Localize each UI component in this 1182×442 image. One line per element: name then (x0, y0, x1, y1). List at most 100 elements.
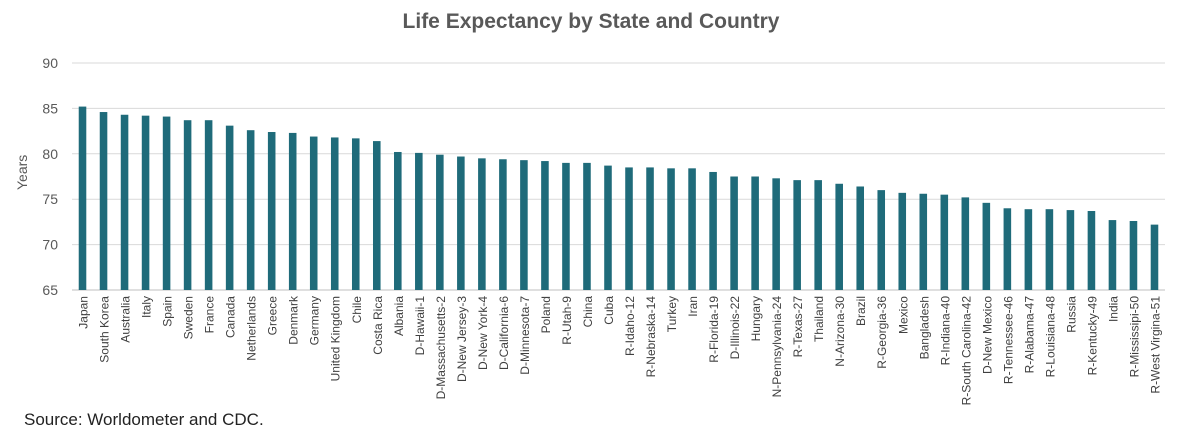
bar (394, 151, 402, 290)
x-tick-label: D-New Mexico (980, 296, 994, 374)
x-tick-label: N-Arizona-30 (833, 296, 847, 367)
x-tick-label: United Kingdom (329, 296, 343, 381)
bar (204, 120, 213, 290)
x-tick-label: Thailand (812, 296, 826, 342)
bar (604, 165, 612, 290)
bar (835, 183, 843, 290)
bar (78, 106, 87, 290)
x-tick-label: D-California-6 (497, 296, 511, 370)
x-tick-label: Germany (308, 296, 322, 345)
bar (772, 178, 780, 290)
bar (162, 116, 171, 291)
bar (898, 192, 907, 290)
x-tick-label: D-Hawaii-1 (413, 296, 427, 356)
bar (1150, 224, 1159, 290)
bar (961, 197, 970, 290)
x-tick-label: France (203, 296, 217, 334)
x-tick-label: R-Tennessee-46 (1001, 296, 1015, 384)
bar (1045, 209, 1054, 290)
x-tick-label: R-Idaho-12 (623, 296, 637, 356)
x-tick-label: Japan (77, 296, 91, 329)
bar (436, 154, 444, 290)
y-tick-label: 90 (42, 55, 58, 71)
bar (246, 130, 255, 290)
y-tick-label: 75 (42, 191, 58, 207)
x-tick-label: Turkey (665, 296, 679, 332)
x-tick-label: D-New Jersey-3 (455, 296, 469, 382)
bar (793, 180, 801, 290)
x-tick-label: R-Utah-9 (560, 296, 574, 345)
bar (1108, 220, 1117, 290)
bar (583, 162, 591, 290)
x-tick-label: R-West Virgina-51 (1148, 296, 1162, 394)
bar (541, 161, 549, 290)
x-tick-label: Hungary (749, 296, 763, 341)
x-tick-label: Netherlands (245, 296, 259, 361)
bar (667, 168, 675, 290)
bar (877, 190, 886, 290)
bar (120, 114, 129, 290)
chart-title: Life Expectancy by State and Country (402, 10, 780, 33)
x-tick-label: Brazil (854, 296, 868, 326)
bar (351, 138, 360, 290)
bar (562, 162, 570, 290)
bar (730, 176, 738, 290)
bar (919, 193, 928, 290)
source-note: Source: Worldometer and CDC. (24, 410, 264, 429)
x-tick-label: R-Louisiana-48 (1043, 296, 1057, 378)
bar (288, 132, 297, 290)
bar (940, 194, 949, 290)
bar (1024, 209, 1033, 290)
x-tick-label: R-Kentucky-49 (1085, 296, 1099, 376)
x-tick-label: Costa Rica (371, 296, 385, 355)
bar (688, 168, 696, 290)
bar (457, 156, 465, 290)
x-tick-label: Spain (161, 296, 175, 327)
bar (982, 202, 991, 290)
bar (499, 159, 507, 290)
x-tick-label: Greece (266, 296, 280, 336)
x-tick-label: R-Indiana-40 (938, 296, 952, 366)
x-tick-label: Cuba (602, 296, 616, 325)
bar (646, 167, 654, 290)
x-tick-label: R-Mississipi-50 (1127, 296, 1141, 378)
bar (415, 152, 423, 290)
x-tick-label: Chile (350, 296, 364, 324)
x-tick-label: Poland (539, 296, 553, 333)
y-tick-label: 70 (42, 237, 58, 253)
x-tick-label: R-Texas-27 (791, 296, 805, 358)
x-tick-label: Italy (140, 296, 154, 318)
x-tick-label: R-Alabama-47 (1022, 296, 1036, 374)
x-tick-label: R-Florida-19 (707, 296, 721, 363)
bar (814, 180, 822, 290)
x-tick-label: D-Massachusetts-2 (434, 296, 448, 400)
x-tick-label: Mexico (896, 296, 910, 334)
bar (709, 171, 717, 290)
x-tick-label: Bangladesh (917, 296, 931, 359)
bar (1087, 211, 1096, 290)
bar (99, 112, 108, 290)
bar (1066, 210, 1075, 290)
x-tick-label: R-South Carolina-42 (959, 296, 973, 406)
bar (267, 132, 276, 290)
x-tick-label: Albania (392, 296, 406, 336)
bar (225, 125, 234, 290)
x-tick-label: Australia (119, 296, 133, 343)
y-tick-label: 65 (42, 282, 58, 298)
x-tick-label: Sweden (182, 296, 196, 339)
bar (625, 167, 633, 290)
bar (520, 160, 528, 290)
bar (330, 137, 339, 290)
x-tick-label: D-Minnesota-7 (518, 296, 532, 375)
bar (1003, 208, 1012, 290)
bar (478, 158, 486, 290)
bar (183, 120, 192, 290)
x-tick-label: N-Pennsylvania-24 (770, 296, 784, 398)
x-tick-label: Denmark (287, 295, 301, 345)
bar (309, 136, 318, 290)
x-tick-label: D-New York-4 (476, 296, 490, 370)
x-tick-label: South Korea (98, 296, 112, 363)
x-tick-label: China (581, 296, 595, 328)
x-tick-label: R-Nebraska-14 (644, 296, 658, 378)
